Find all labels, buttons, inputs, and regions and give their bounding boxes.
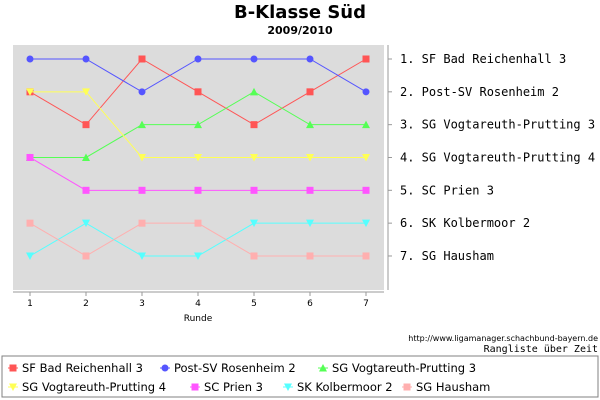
legend-label-sg-hausham: SG Hausham [416,380,490,394]
x-tick-label: 1 [27,299,33,309]
data-point-sk-kolbermoor-2-3 [138,252,146,260]
data-point-sf-bad-reichenhall-3-4 [194,88,202,96]
rank-label-7: 7. SG Hausham [400,249,494,263]
rank-label-2: 2. Post-SV Rosenheim 2 [400,85,559,99]
data-point-post-sv-rosenheim-2-4 [194,55,202,63]
data-point-sg-vogtareuth-prutting-4-1 [26,88,34,96]
data-point-sc-prien-3-6 [306,186,314,194]
data-point-sg-vogtareuth-prutting-4-5 [250,153,258,162]
data-point-sc-prien-3-4 [194,186,202,194]
data-point-sc-prien-3-5 [250,186,258,194]
x-tick-label: 5 [251,299,257,309]
data-point-sk-kolbermoor-2-4 [194,252,202,260]
series-layer [26,55,370,260]
data-point-sg-hausham-6 [306,252,314,260]
data-point-sk-kolbermoor-2-6 [306,219,314,228]
data-point-sk-kolbermoor-2-7 [362,219,370,228]
legend-label-sk-kolbermoor-2: SK Kolbermoor 2 [297,380,393,394]
rank-label-4: 4. SG Vogtareuth-Prutting 4 [400,150,595,164]
legend-marker-sg-vogtareuth-prutting-3 [319,364,327,372]
data-point-post-sv-rosenheim-2-2 [82,55,90,63]
data-point-sg-hausham-7 [362,252,370,260]
data-point-sg-vogtareuth-prutting-4-3 [138,153,146,162]
chart-subtitle: 2009/2010 [267,24,333,37]
data-point-sk-kolbermoor-2-1 [26,252,34,260]
legend-label-sg-vogtareuth-prutting-3: SG Vogtareuth-Prutting 3 [332,361,476,375]
data-point-sg-hausham-3 [138,219,146,227]
data-point-sg-vogtareuth-prutting-4-2 [82,88,90,96]
data-point-sg-vogtareuth-prutting-4-7 [362,153,370,162]
data-point-sf-bad-reichenhall-3-3 [138,55,146,63]
data-point-sc-prien-3-3 [138,186,146,194]
x-tick-label: 7 [363,299,369,309]
legend-marker-post-sv-rosenheim-2 [161,364,169,372]
legend-marker-sg-vogtareuth-prutting-4 [9,383,17,391]
data-point-sg-hausham-5 [250,252,258,260]
data-point-post-sv-rosenheim-2-5 [250,55,258,63]
rank-label-5: 5. SC Prien 3 [400,183,494,197]
data-point-sf-bad-reichenhall-3-7 [362,55,370,63]
legend-label-sg-vogtareuth-prutting-4: SG Vogtareuth-Prutting 4 [22,380,166,394]
data-point-sc-prien-3-2 [82,186,90,194]
legend-label-sc-prien-3: SC Prien 3 [204,380,263,394]
data-point-sg-vogtareuth-prutting-3-2 [82,153,90,161]
rank-label-1: 1. SF Bad Reichenhall 3 [400,52,566,66]
data-point-sg-vogtareuth-prutting-3-5 [250,87,258,96]
data-point-sc-prien-3-1 [26,153,34,161]
data-point-sg-vogtareuth-prutting-3-6 [306,120,314,129]
data-point-post-sv-rosenheim-2-7 [362,88,370,96]
x-tick-label: 4 [195,299,201,309]
chart-caption: Rangliste über Zeit [484,344,598,355]
rank-label-3: 3. SG Vogtareuth-Prutting 3 [400,118,595,132]
x-tick-label: 6 [307,299,313,309]
data-point-sf-bad-reichenhall-3-6 [306,88,314,96]
x-axis-label: Runde [184,314,213,324]
data-point-sg-hausham-1 [26,219,34,227]
data-point-sk-kolbermoor-2-2 [82,219,90,228]
data-point-post-sv-rosenheim-2-6 [306,55,314,63]
data-point-sc-prien-3-7 [362,186,370,194]
data-point-sg-vogtareuth-prutting-3-3 [138,120,146,129]
rank-label-6: 6. SK Kolbermoor 2 [400,216,530,230]
data-point-sg-hausham-2 [82,252,90,260]
legend-label-sf-bad-reichenhall-3: SF Bad Reichenhall 3 [22,361,143,375]
legend-marker-sc-prien-3 [191,383,199,391]
x-ticks: 1 2 3 4 5 6 7 [27,292,369,309]
chart-title: B-Klasse Süd [234,2,366,23]
source-url: http://www.ligamanager.schachbund-bayern… [408,334,598,343]
legend-label-post-sv-rosenheim-2: Post-SV Rosenheim 2 [174,361,296,375]
data-point-post-sv-rosenheim-2-3 [138,88,146,96]
data-point-sg-hausham-4 [194,219,202,227]
data-point-sg-vogtareuth-prutting-4-6 [306,153,314,162]
legend-box [1,355,599,398]
rank-labels: 1. SF Bad Reichenhall 3 2. Post-SV Rosenh… [388,52,595,263]
data-point-sg-vogtareuth-prutting-3-7 [362,120,370,129]
data-point-sg-vogtareuth-prutting-4-4 [194,153,202,162]
data-point-sg-vogtareuth-prutting-3-4 [194,120,202,129]
data-point-sf-bad-reichenhall-3-5 [250,121,258,129]
x-tick-label: 2 [83,299,89,309]
legend-marker-sk-kolbermoor-2 [284,383,292,391]
data-point-post-sv-rosenheim-2-1 [26,55,34,63]
data-point-sk-kolbermoor-2-5 [250,219,258,228]
x-tick-label: 3 [139,299,145,309]
legend-marker-sf-bad-reichenhall-3 [9,364,17,372]
data-point-sf-bad-reichenhall-3-2 [82,121,90,129]
legend-marker-sg-hausham [403,383,411,391]
